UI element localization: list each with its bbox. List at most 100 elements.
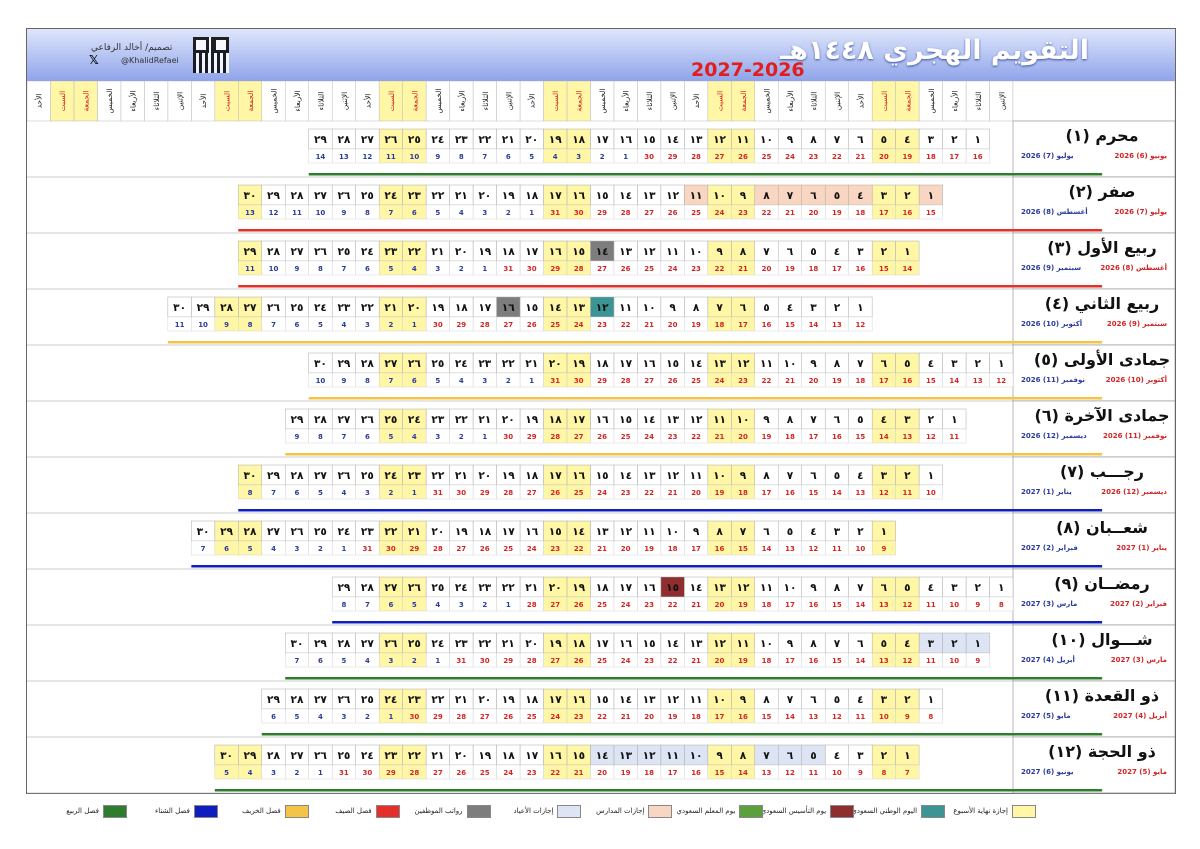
- hijri-day-number: ٩: [810, 358, 817, 370]
- month-label-cell: [1012, 288, 1175, 346]
- gregorian-day-number: 11: [386, 153, 396, 161]
- gregorian-day-number: 23: [809, 153, 819, 161]
- gregorian-day-number: 19: [691, 321, 701, 329]
- gregorian-day-number: 15: [879, 265, 889, 273]
- hijri-day-number: ١٨: [572, 134, 585, 146]
- gregorian-day-number: 26: [503, 713, 513, 721]
- gregorian-day-number: 10: [856, 545, 866, 553]
- gregorian-day-number: 26: [738, 153, 748, 161]
- gregorian-day-number: 10: [949, 601, 959, 609]
- gregorian-day-number: 12: [785, 769, 795, 777]
- gregorian-day-number: 17: [785, 657, 795, 665]
- gregorian-day-number: 23: [574, 713, 584, 721]
- hijri-day-number: ٢٧: [337, 414, 350, 426]
- gregorian-day-number: 12: [363, 153, 373, 161]
- hijri-day-number: ١٦: [572, 470, 585, 482]
- legend-item: اليوم الوطني السعودي: [851, 803, 946, 819]
- calendar-sheet: التقويم الهجري ١٤٤٨هـ 2027-2026 تصميم/ أ…: [26, 28, 1176, 794]
- gregorian-day-number: 20: [715, 601, 725, 609]
- hijri-day-number: ٢٩: [267, 190, 280, 202]
- gregorian-day-number: 16: [973, 153, 983, 161]
- hijri-day-number: ١٥: [596, 694, 609, 706]
- gregorian-day-number: 16: [809, 657, 819, 665]
- hijri-day-number: ١٧: [619, 358, 632, 370]
- gregorian-day-number: 28: [621, 377, 631, 385]
- legend-label: إجازات الأعياد: [513, 807, 554, 815]
- season-bar: [191, 565, 1103, 568]
- hijri-day-number: ٢٨: [291, 694, 304, 706]
- hijri-day-number: ١٠: [643, 302, 656, 314]
- gregorian-day-number: 4: [271, 545, 276, 553]
- gregorian-day-number: 7: [482, 153, 487, 161]
- hijri-day-number: ١٦: [549, 750, 562, 762]
- gregorian-day-number: 5: [318, 489, 323, 497]
- gregorian-day-number: 14: [738, 769, 748, 777]
- hijri-day-number: ١٠: [784, 582, 797, 594]
- weekday-label: الأحد: [528, 94, 537, 109]
- legend-swatch: [193, 804, 218, 818]
- gregorian-day-number: 19: [832, 377, 842, 385]
- gregorian-day-number: 4: [412, 265, 417, 273]
- hijri-day-number: ١٥: [666, 582, 679, 594]
- gregorian-day-number: 11: [292, 209, 302, 217]
- hijri-day-number: ١٩: [502, 694, 515, 706]
- gregorian-day-number: 11: [926, 601, 936, 609]
- gregorian-day-number: 28: [456, 713, 466, 721]
- hijri-day-number: ١٢: [643, 750, 656, 762]
- gregorian-day-number: 18: [856, 209, 866, 217]
- gregorian-day-number: 21: [574, 769, 584, 777]
- hijri-day-number: ١٨: [502, 750, 515, 762]
- legend-label: فصل الربيع: [66, 807, 99, 815]
- hijri-day-number: ١٩: [525, 414, 538, 426]
- hijri-day-number: ١٣: [619, 750, 632, 762]
- hijri-day-number: ٣٠: [244, 470, 257, 482]
- gregorian-day-number: 24: [597, 489, 607, 497]
- gregorian-day-number: 23: [644, 601, 654, 609]
- season-bar: [285, 677, 1103, 680]
- gregorian-day-number: 26: [574, 601, 584, 609]
- gregorian-month-b: أكتوبر (10) 2026: [1021, 319, 1082, 328]
- gregorian-day-number: 31: [363, 545, 373, 553]
- month-name: ربيع الثاني (٤): [1045, 294, 1159, 314]
- hijri-day-number: ١٨: [572, 638, 585, 650]
- hijri-day-number: ١٢: [713, 638, 726, 650]
- hijri-day-number: ١٩: [572, 582, 585, 594]
- gregorian-day-number: 18: [856, 377, 866, 385]
- gregorian-day-number: 6: [271, 713, 276, 721]
- season-bar: [261, 733, 1103, 736]
- gregorian-day-number: 30: [433, 321, 443, 329]
- hijri-day-number: ٣: [834, 526, 841, 538]
- season-bar: [214, 789, 1103, 792]
- qr-code-icon[interactable]: [193, 37, 229, 73]
- hijri-day-number: ٢٣: [478, 358, 491, 370]
- gregorian-day-number: 28: [480, 321, 490, 329]
- gregorian-day-number: 6: [224, 545, 229, 553]
- hijri-day-number: ٧: [810, 414, 817, 426]
- hijri-day-number: ١٦: [619, 638, 632, 650]
- hijri-day-number: ٢٩: [244, 750, 257, 762]
- hijri-day-number: ١٣: [666, 414, 679, 426]
- gregorian-day-number: 9: [905, 713, 910, 721]
- legend-swatch: [921, 804, 946, 818]
- hijri-day-number: ١٤: [690, 582, 703, 594]
- hijri-day-number: ٢٣: [408, 470, 421, 482]
- gregorian-day-number: 14: [856, 657, 866, 665]
- gregorian-day-number: 11: [175, 321, 185, 329]
- gregorian-day-number: 8: [999, 601, 1004, 609]
- gregorian-day-number: 3: [482, 209, 487, 217]
- gregorian-month-b: فبراير (2) 2027: [1021, 544, 1078, 552]
- hijri-day-number: ١١: [690, 470, 703, 482]
- gregorian-day-number: 13: [856, 489, 866, 497]
- hijri-day-number: ١٩: [502, 470, 515, 482]
- hijri-day-number: ١: [951, 414, 957, 426]
- gregorian-day-number: 17: [879, 209, 889, 217]
- gregorian-day-number: 27: [550, 601, 560, 609]
- gregorian-day-number: 20: [809, 377, 819, 385]
- month-name: ربيع الأول (٣): [1047, 238, 1156, 257]
- gregorian-day-number: 10: [832, 769, 842, 777]
- gregorian-day-number: 22: [762, 209, 772, 217]
- month-name: صفر (٢): [1069, 182, 1136, 201]
- hijri-day-number: ٢٢: [431, 470, 444, 482]
- gregorian-day-number: 2: [506, 377, 511, 385]
- gregorian-day-number: 21: [738, 265, 748, 273]
